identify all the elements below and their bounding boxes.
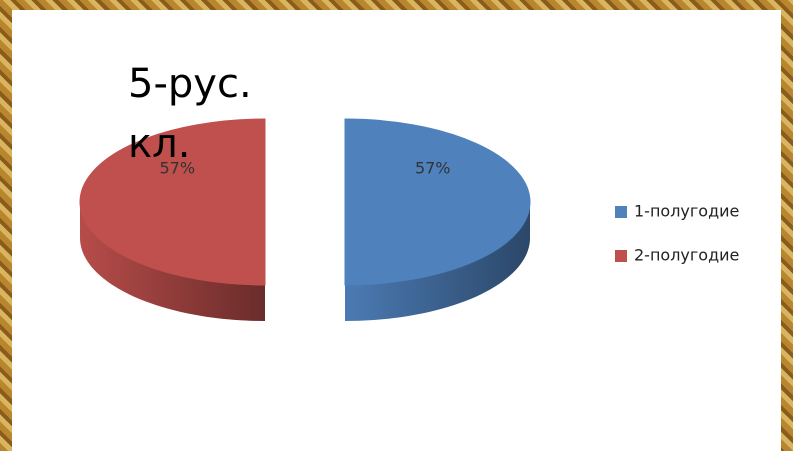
legend-swatch <box>615 250 627 262</box>
slice <box>344 118 531 286</box>
legend-label: 1-полугодие <box>634 202 739 221</box>
legend-swatch <box>615 206 627 218</box>
data-label: 57% <box>415 158 451 177</box>
slice <box>79 118 266 286</box>
data-label: 57% <box>159 158 195 177</box>
legend-label: 2-полугодие <box>634 246 739 265</box>
chart-title: 5-рус. кл. <box>128 61 252 167</box>
slice-side-shade <box>345 202 530 321</box>
slice-side-shade <box>80 202 265 321</box>
